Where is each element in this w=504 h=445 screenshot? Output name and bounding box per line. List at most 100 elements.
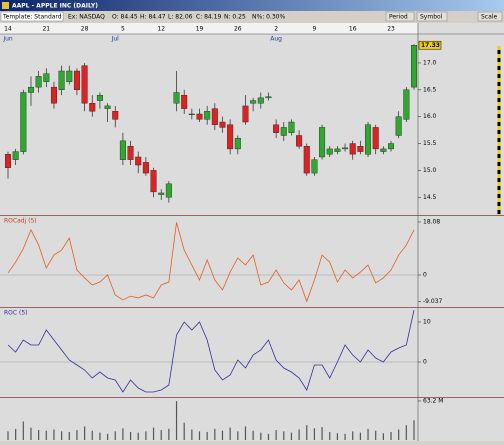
app-icon [2, 2, 9, 9]
button-label[interactable]: Scale [481, 13, 497, 20]
volume-bar [61, 431, 63, 440]
candle-body [365, 124, 372, 155]
x-tick-label: 16 [349, 26, 357, 33]
x-tick-label: 23 [387, 26, 395, 33]
indicator-line [7, 309, 415, 393]
button-label[interactable]: Period [389, 13, 408, 20]
exchange: Ex: NASDAQ [68, 13, 105, 20]
volume-bar [152, 427, 155, 440]
month-label: Jun [2, 36, 13, 43]
candle-body [135, 156, 142, 166]
volume-bar [214, 428, 216, 440]
scale-button[interactable]: Scale [477, 11, 503, 22]
volume-bar [22, 421, 24, 440]
template-select[interactable] [0, 11, 64, 22]
candle-body [104, 105, 111, 109]
candle-body [27, 86, 34, 93]
candle-body [319, 127, 326, 158]
candle-body [119, 140, 126, 160]
volume-bar [367, 428, 369, 440]
y-tick-label: 16.0 [423, 113, 437, 120]
candle-body [12, 151, 19, 160]
plot-area [0, 34, 418, 441]
volume-bar [129, 431, 132, 440]
volume-bar [290, 432, 293, 440]
volume-bar [344, 433, 346, 440]
candle-body [326, 148, 333, 155]
x-tick-label: 9 [313, 26, 317, 33]
last-price-box [418, 40, 442, 50]
volume-bar [122, 428, 124, 440]
candle-body [357, 146, 364, 152]
candle-body [403, 89, 410, 120]
x-tick-label: 12 [157, 26, 165, 33]
volume-bar [106, 433, 109, 440]
candle-body [227, 124, 234, 150]
volume-bar [306, 425, 308, 440]
volume-bar [91, 430, 93, 440]
volume-bar [359, 432, 361, 440]
window-title: AAPL - APPLE INC (DAILY) [12, 2, 98, 9]
button-face[interactable] [477, 11, 503, 22]
quote-group: O: 84.45 H: 84.47 L: 82.06 C: 84.19 N: 0.25 N… [112, 13, 285, 20]
button-label[interactable]: Symbol [420, 13, 443, 20]
button-face[interactable] [416, 11, 448, 22]
template: Template: Standard [2, 13, 62, 20]
button-face[interactable] [385, 11, 415, 22]
candle-body [303, 146, 310, 174]
volume-bar [15, 428, 17, 440]
volume-bar [275, 430, 277, 440]
candle-body [20, 92, 27, 152]
panel-label: ROCadj (5) [4, 218, 37, 225]
candle-body [196, 113, 203, 120]
volume-bar [84, 426, 86, 440]
quote-item: N%: 0.30% [252, 13, 285, 20]
volume-bar [114, 431, 116, 440]
candle-body [150, 170, 157, 193]
volume-bar [175, 401, 178, 440]
candle-body [43, 73, 50, 82]
candle-body [280, 127, 287, 136]
candle-body [380, 148, 387, 152]
candle-body [181, 94, 188, 109]
candle-body [58, 70, 65, 91]
candle-body [388, 143, 395, 150]
candle-body [173, 92, 180, 104]
x-tick-label: 2 [274, 26, 278, 33]
quote-item: L: 82.06 [168, 13, 193, 20]
period-button[interactable]: Period [385, 11, 415, 22]
volume-bar [145, 431, 147, 440]
y-tick-label: 18.08 [423, 218, 440, 225]
x-tick-label: 14 [4, 26, 12, 33]
x-tick-label: 26 [234, 26, 242, 33]
volume-bar [260, 432, 262, 440]
volume-bar [413, 420, 415, 440]
volume-bar [68, 431, 70, 440]
y-tick-label: 0 [423, 272, 427, 279]
candle-body [96, 94, 103, 101]
volume-bar [168, 428, 170, 440]
volume-bar [38, 430, 40, 440]
candle-body [411, 45, 418, 88]
candle-body [35, 76, 42, 88]
month-label: Jul [111, 36, 120, 43]
volume-bar [99, 432, 101, 440]
volume-bar [244, 426, 247, 440]
candle-body [234, 137, 241, 150]
candle-body [250, 100, 257, 104]
candle-body [311, 159, 318, 174]
volume-bar [206, 431, 208, 440]
indicator-line [7, 222, 415, 303]
volume-bar [198, 431, 201, 440]
x-tick-label: 21 [42, 26, 50, 33]
volume-bar [191, 429, 193, 440]
candle-body [265, 96, 272, 99]
volume-bar [30, 427, 32, 440]
y-tick-label: 14.5 [423, 194, 437, 201]
x-tick-label: 28 [81, 26, 89, 33]
candle-body [50, 86, 57, 104]
y-tick-label: 63.2 M [423, 397, 443, 404]
symbol-button[interactable]: Symbol [416, 11, 448, 22]
volume-bar [352, 431, 354, 440]
